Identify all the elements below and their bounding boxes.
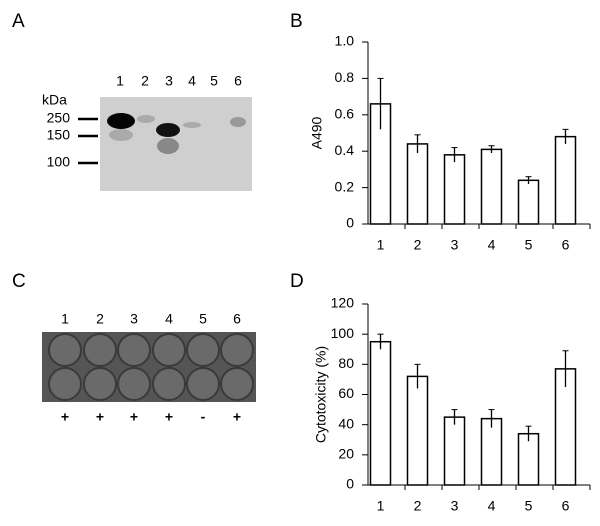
lane-label: 2 <box>96 311 104 327</box>
well <box>83 333 117 367</box>
marker-label: 150 <box>47 127 71 143</box>
lane-label: 1 <box>61 311 69 327</box>
x-tick-label: 6 <box>562 498 570 514</box>
well <box>186 333 220 367</box>
well <box>48 367 82 401</box>
well <box>186 367 220 401</box>
marker-label: 250 <box>47 110 71 126</box>
y-tick-label: 120 <box>331 295 355 311</box>
bar <box>406 375 429 486</box>
marker-label: 100 <box>47 154 71 170</box>
y-axis-label: Cytotoxicity (%) <box>313 346 329 443</box>
well <box>152 333 186 367</box>
y-tick-label: 20 <box>338 446 354 462</box>
x-tick-label: 4 <box>488 498 496 514</box>
treatment-sign: + <box>61 409 69 425</box>
bar <box>480 148 503 225</box>
panel-label: B <box>290 11 303 32</box>
bar <box>443 154 466 225</box>
well <box>117 367 151 401</box>
y-tick-label: 0.6 <box>335 106 355 122</box>
well <box>48 333 82 367</box>
x-tick-label: 5 <box>525 498 533 514</box>
x-tick-label: 6 <box>562 237 570 253</box>
treatment-sign: + <box>130 409 138 425</box>
y-tick-label: 0 <box>346 215 354 231</box>
blot-bands <box>107 113 246 154</box>
y-tick-label: 0.4 <box>335 142 355 158</box>
bar <box>369 340 392 486</box>
treatment-sign: + <box>233 409 241 425</box>
treatment-sign: + <box>96 409 104 425</box>
bar <box>480 417 503 486</box>
bar <box>406 143 429 225</box>
y-axis-label: A490 <box>309 116 325 149</box>
x-tick-label: 1 <box>377 498 385 514</box>
bar <box>443 416 466 486</box>
y-tick-label: 80 <box>338 355 354 371</box>
x-tick-label: 2 <box>414 498 422 514</box>
lane-label: 3 <box>130 311 138 327</box>
well <box>220 333 254 367</box>
panel-label: C <box>12 271 26 292</box>
lane-label: 5 <box>210 73 218 89</box>
blot-unit: kDa <box>42 92 67 108</box>
lane-label: 3 <box>165 73 173 89</box>
lane-label: 1 <box>116 73 124 89</box>
bar <box>554 135 577 225</box>
well <box>83 367 117 401</box>
well <box>117 333 151 367</box>
lane-label: 6 <box>233 311 241 327</box>
x-tick-label: 2 <box>414 237 422 253</box>
y-tick-label: 0.8 <box>335 69 355 85</box>
lane-label: 6 <box>234 73 242 89</box>
y-tick-label: 0.2 <box>335 178 355 194</box>
y-tick-label: 0 <box>346 476 354 492</box>
lane-label: 4 <box>188 73 196 89</box>
bar <box>517 432 540 486</box>
y-tick-label: 60 <box>338 385 354 401</box>
x-tick-label: 3 <box>451 498 459 514</box>
lane-label: 5 <box>199 311 207 327</box>
x-tick-label: 5 <box>525 237 533 253</box>
well <box>220 367 254 401</box>
panel-label: A <box>12 11 25 32</box>
treatment-sign: - <box>201 409 206 425</box>
lane-label: 2 <box>141 73 149 89</box>
bar <box>517 179 540 225</box>
x-tick-label: 1 <box>377 237 385 253</box>
lane-label: 4 <box>165 311 173 327</box>
x-tick-label: 3 <box>451 237 459 253</box>
y-tick-label: 40 <box>338 415 354 431</box>
x-tick-label: 4 <box>488 237 496 253</box>
panel-label: D <box>290 271 304 292</box>
y-tick-label: 100 <box>331 325 355 341</box>
y-tick-label: 1.0 <box>335 33 355 49</box>
treatment-sign: + <box>165 409 173 425</box>
well <box>152 367 186 401</box>
